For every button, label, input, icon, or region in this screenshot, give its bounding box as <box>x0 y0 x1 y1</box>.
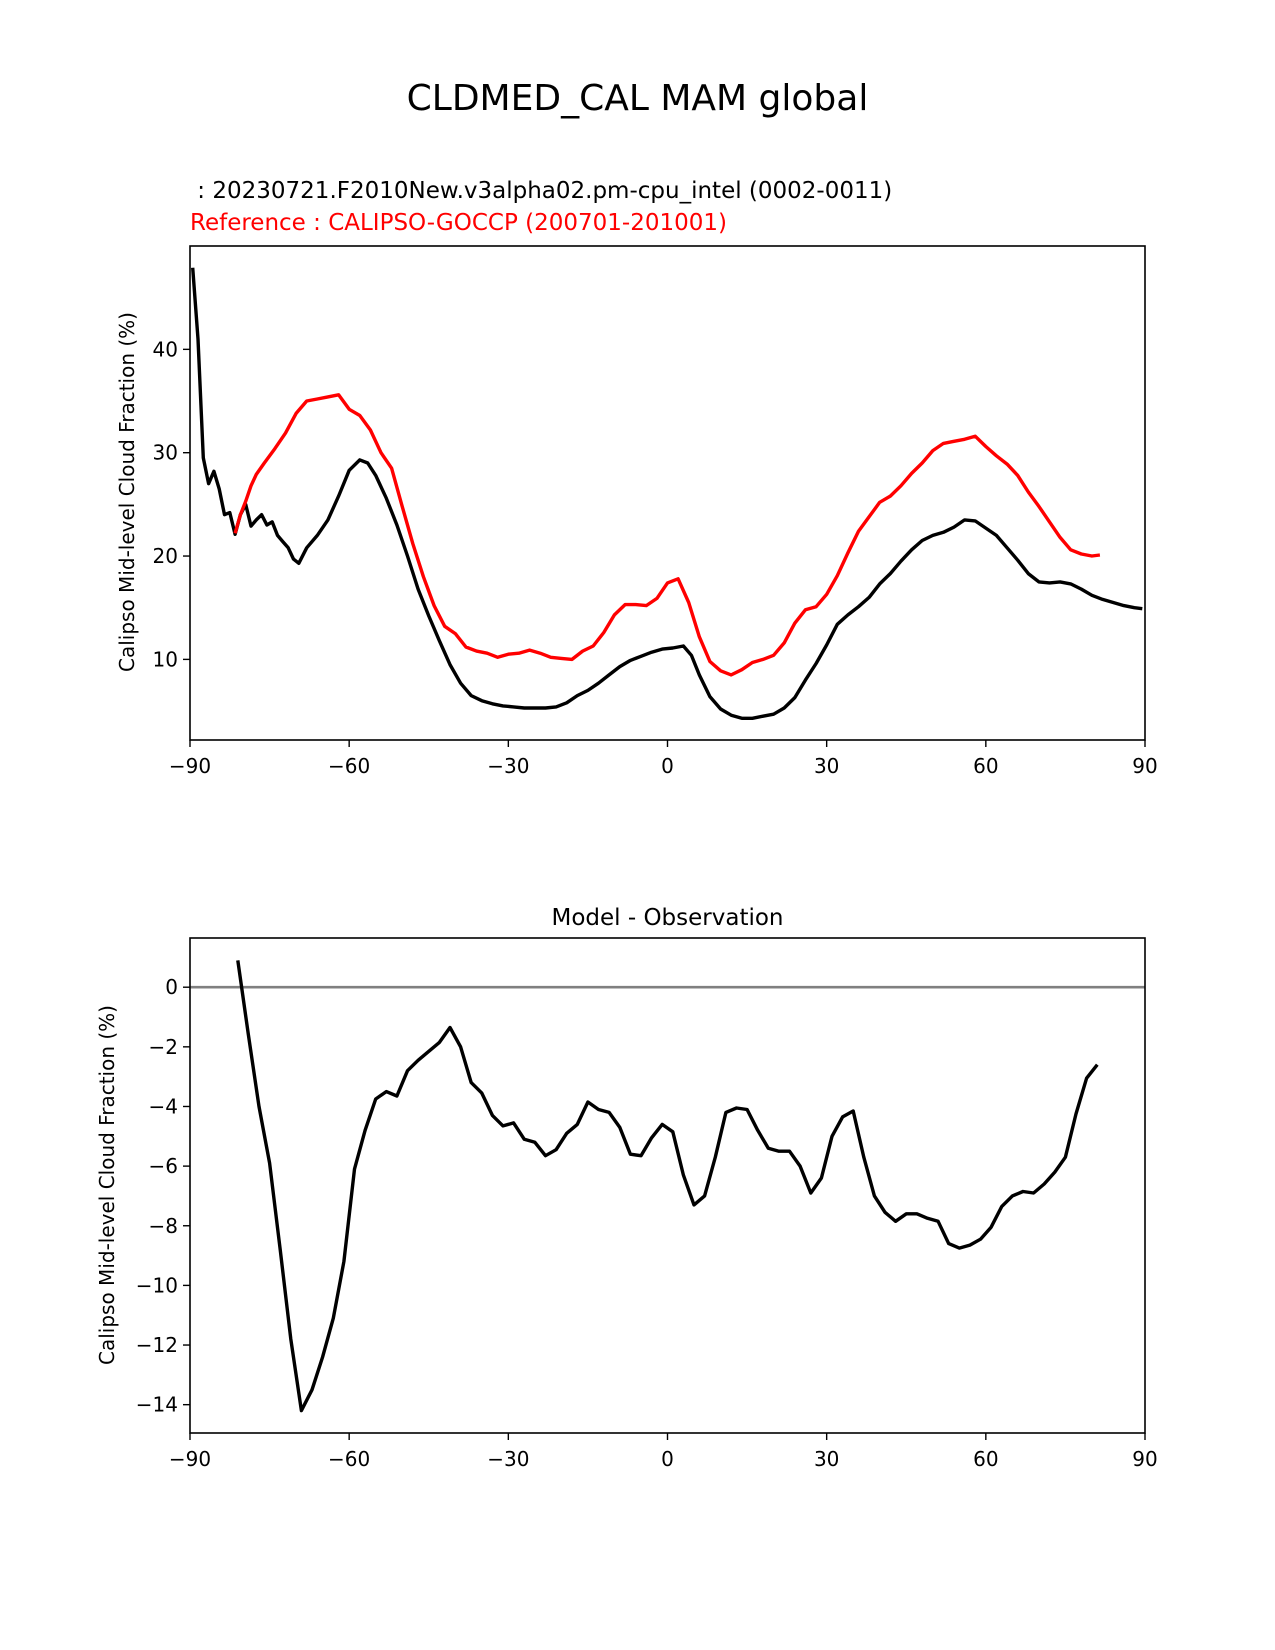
top-panel-x-tick-label: −30 <box>487 754 529 778</box>
top-panel: : 20230721.F2010New.v3alpha02.pm-cpu_int… <box>115 178 1158 778</box>
bottom-panel-x-tick-label: −30 <box>487 1447 529 1471</box>
top-panel-series <box>191 267 1143 720</box>
bottom-panel-y-tick-label: −12 <box>136 1333 178 1357</box>
top-panel-model-title: : 20230721.F2010New.v3alpha02.pm-cpu_int… <box>190 178 892 204</box>
bottom-panel-y-tick-label: −8 <box>149 1214 178 1238</box>
bottom-panel-x-tick-label: 90 <box>1132 1447 1157 1471</box>
bottom-panel-y-tick-label: −6 <box>149 1154 178 1178</box>
top-panel-x-tick-label: 0 <box>661 754 674 778</box>
bottom-panel-difference-line <box>236 960 1099 1413</box>
bottom-panel-y-tick-label: −14 <box>136 1393 178 1417</box>
top-panel-y-tick-label: 40 <box>153 337 178 361</box>
top-panel-model-line <box>191 267 1143 720</box>
bottom-panel-frame <box>189 937 1146 1434</box>
top-panel-x-tick-label: −90 <box>169 754 211 778</box>
top-panel-y-axis-label: Calipso Mid-level Cloud Fraction (%) <box>115 312 139 672</box>
top-panel-x-tick-label: −60 <box>328 754 370 778</box>
bottom-panel-x-tick-label: 30 <box>814 1447 839 1471</box>
top-panel-x-ticks: −90 −60 −30 0 30 60 90 <box>169 740 1158 778</box>
top-panel-x-tick-label: 30 <box>814 754 839 778</box>
top-panel-x-tick-label: 90 <box>1132 754 1157 778</box>
bottom-panel-x-tick-label: 60 <box>973 1447 998 1471</box>
bottom-panel-x-ticks: −90 −60 −30 0 30 60 90 <box>169 1433 1158 1471</box>
top-panel-y-tick-label: 20 <box>153 544 178 568</box>
bottom-panel-y-tick-label: −10 <box>136 1273 178 1297</box>
bottom-panel-series <box>236 960 1099 1413</box>
top-panel-reference-line <box>233 393 1101 677</box>
bottom-panel-y-tick-label: −2 <box>149 1035 178 1059</box>
bottom-panel: Model - Observation Calipso Mid-level Cl… <box>95 905 1158 1471</box>
top-panel-x-tick-label: 60 <box>973 754 998 778</box>
bottom-panel-x-tick-label: −90 <box>169 1447 211 1471</box>
figure-suptitle: CLDMED_CAL MAM global <box>407 78 869 119</box>
bottom-panel-x-tick-label: −60 <box>328 1447 370 1471</box>
top-panel-y-tick-label: 30 <box>153 441 178 465</box>
top-panel-reference-title: Reference : CALIPSO-GOCCP (200701-201001… <box>190 210 727 236</box>
top-panel-y-tick-label: 10 <box>153 647 178 671</box>
bottom-panel-y-tick-label: 0 <box>165 975 178 999</box>
bottom-panel-y-axis-label: Calipso Mid-level Cloud Fraction (%) <box>95 1005 119 1365</box>
bottom-panel-title: Model - Observation <box>551 905 783 931</box>
bottom-panel-y-ticks: 0 −2 −4 −6 −8 −10 −12 −14 <box>136 975 190 1417</box>
bottom-panel-x-tick-label: 0 <box>661 1447 674 1471</box>
top-panel-y-ticks: 10 20 30 40 <box>153 337 190 671</box>
bottom-panel-y-tick-label: −4 <box>149 1094 178 1118</box>
top-panel-frame <box>189 245 1146 741</box>
